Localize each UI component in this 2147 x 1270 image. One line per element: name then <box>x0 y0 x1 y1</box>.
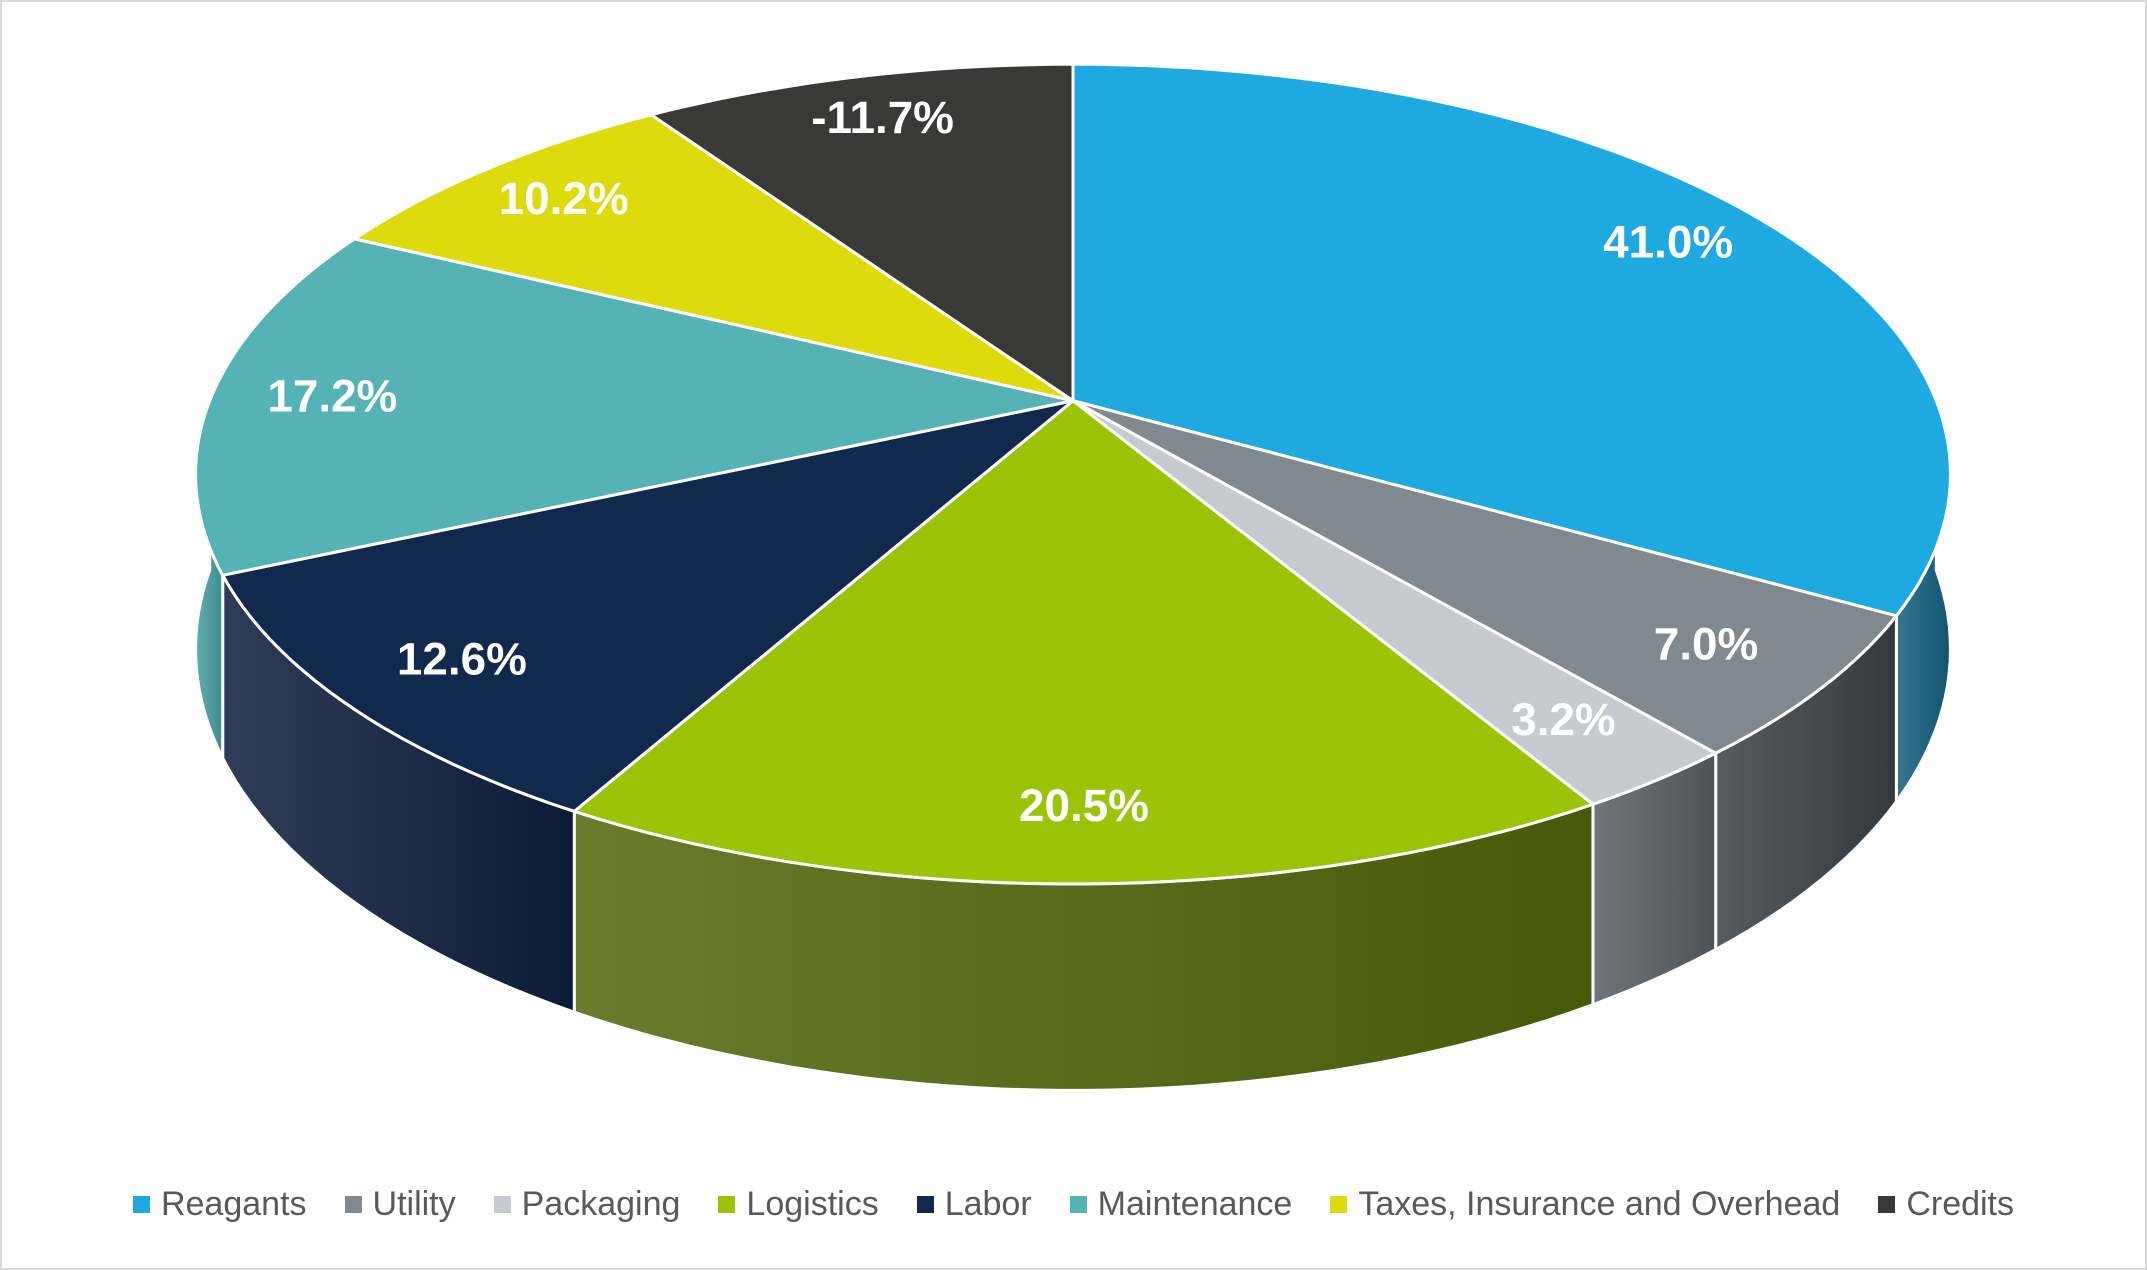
legend-marker-icon <box>493 1195 511 1213</box>
pie-slice-labor <box>221 399 1075 813</box>
data-label-credits: -11.7% <box>811 91 954 143</box>
legend-item-utility: Utility <box>344 1185 456 1223</box>
pie-data-labels: 41.0% 7.0% 3.2% 20.5% 12.6% 17.2% 10.2% -11.7% <box>267 91 1758 831</box>
pie-slice-packaging <box>1071 399 1718 806</box>
pie-slice-logistics <box>572 399 1595 886</box>
data-label-taxes-insurance-and-overhead: 10.2% <box>499 172 629 224</box>
legend-item-maintenance: Maintenance <box>1069 1185 1293 1223</box>
legend-label: Taxes, Insurance and Overhead <box>1358 1185 1841 1223</box>
legend-item-logistics: Logistics <box>718 1185 879 1223</box>
legend-label: Maintenance <box>1097 1185 1293 1223</box>
legend-item-credits: Credits <box>1878 1187 2014 1221</box>
legend-label: Credits <box>1906 1185 2015 1223</box>
pie-top-faces <box>194 62 1952 886</box>
data-label-reagants: 41.0% <box>1603 216 1733 268</box>
legend-item-reagants: Reagants <box>132 1185 307 1223</box>
pie-slice-taxes-insurance-and-overhead <box>352 113 1075 403</box>
pie-slice-maintenance <box>194 237 1075 577</box>
data-label-labor: 12.6% <box>397 632 527 684</box>
data-label-packaging: 3.2% <box>1511 693 1616 745</box>
legend-marker-icon <box>1330 1195 1348 1213</box>
legend-label: Packaging <box>521 1185 681 1223</box>
legend-item-packaging: Packaging <box>493 1185 681 1223</box>
legend-label: Reagants <box>160 1185 307 1223</box>
data-label-maintenance: 17.2% <box>267 369 397 421</box>
legend-marker-icon <box>344 1195 362 1213</box>
legend-marker-icon <box>916 1195 934 1213</box>
legend-label: Logistics <box>746 1185 879 1223</box>
legend-marker-icon <box>132 1195 150 1213</box>
legend-marker-icon <box>1878 1195 1896 1213</box>
legend-marker-icon <box>718 1195 736 1213</box>
pie-slice-utility <box>1071 399 1898 755</box>
pie-side-walls <box>194 399 1952 1092</box>
pie-slice-reagants <box>1071 62 1952 618</box>
legend-label: Utility <box>372 1185 456 1223</box>
legend-label: Labor <box>944 1185 1032 1223</box>
legend-item-taxes-insurance-and-overhead: Taxes, Insurance and Overhead <box>1330 1187 1840 1221</box>
legend: Reagants Utility Packaging Logistics Labor Ma… <box>2 1172 2145 1236</box>
pie-slice-credits <box>649 62 1075 403</box>
data-label-utility: 7.0% <box>1654 617 1759 669</box>
data-label-logistics: 20.5% <box>1019 779 1149 831</box>
legend-marker-icon <box>1069 1195 1087 1213</box>
legend-item-labor: Labor <box>916 1185 1032 1223</box>
